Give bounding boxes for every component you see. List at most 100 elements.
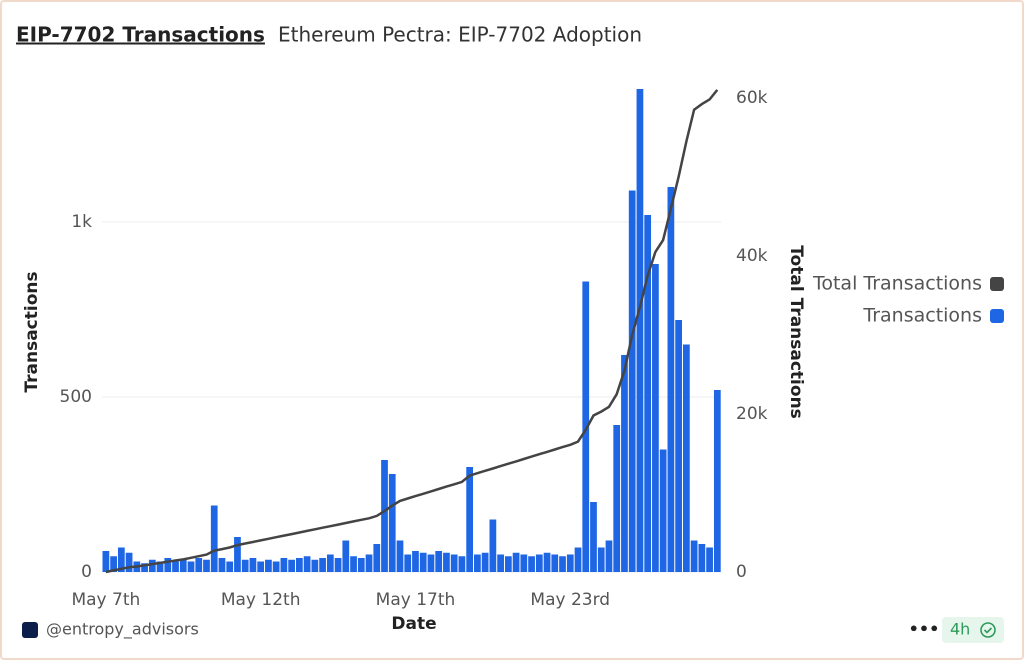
y2-tick-label: 20k — [736, 404, 768, 424]
x-tick-label: May 7th — [71, 590, 140, 610]
bar — [535, 554, 543, 572]
bar — [621, 355, 628, 572]
bar — [141, 563, 148, 572]
bar — [179, 559, 187, 572]
bar — [613, 425, 621, 572]
bar — [713, 390, 721, 572]
bar — [117, 547, 125, 572]
bar — [652, 264, 659, 572]
check-icon — [980, 622, 996, 638]
bar — [280, 558, 288, 572]
bar — [334, 558, 342, 572]
bar — [582, 281, 590, 572]
bar — [172, 561, 179, 572]
bar — [466, 467, 474, 572]
y2-tick-label: 60k — [736, 88, 768, 108]
bar — [644, 215, 652, 572]
bar — [497, 554, 504, 572]
bar — [350, 556, 357, 572]
bar — [489, 519, 497, 572]
y2-tick-label: 40k — [736, 246, 768, 266]
age-label: 4h — [950, 620, 970, 639]
bar — [148, 559, 156, 572]
y-tick-label: 500 — [60, 387, 92, 407]
bar — [249, 558, 257, 572]
bar — [396, 540, 404, 572]
bar — [481, 552, 489, 572]
bar — [195, 558, 203, 572]
bar — [427, 554, 435, 572]
bar — [559, 556, 566, 572]
bar — [574, 547, 582, 572]
legend-swatch — [990, 309, 1004, 323]
bar — [706, 547, 713, 572]
bar — [698, 544, 706, 572]
bar — [566, 554, 574, 572]
bar — [381, 460, 388, 572]
y-axis-title: Transactions — [22, 271, 42, 392]
bar — [296, 558, 303, 572]
legend-label: Total Transactions — [812, 273, 982, 295]
bar — [512, 552, 520, 572]
bar — [303, 556, 311, 572]
bar — [234, 537, 241, 572]
bar — [272, 561, 280, 572]
bar — [520, 554, 528, 572]
bar — [265, 559, 272, 572]
bar — [311, 559, 319, 572]
bar — [443, 552, 450, 572]
bar — [590, 502, 597, 572]
bar — [605, 540, 613, 572]
bar — [528, 556, 535, 572]
bar — [187, 561, 195, 572]
bar — [667, 187, 675, 572]
bar — [690, 540, 698, 572]
bar — [435, 551, 443, 572]
chart-subtitle: Ethereum Pectra: EIP-7702 Adoption — [278, 23, 642, 47]
bar — [412, 551, 419, 572]
bar — [156, 561, 164, 572]
bar — [597, 547, 605, 572]
y-tick-label: 1k — [71, 212, 92, 232]
bar — [543, 552, 551, 572]
bar — [504, 556, 512, 572]
x-axis-title: Date — [391, 614, 436, 634]
footer-handle[interactable]: @entropy_advisors — [46, 620, 199, 640]
x-tick-label: May 17th — [376, 590, 456, 610]
bar — [450, 554, 458, 572]
bar — [257, 561, 265, 572]
more-menu[interactable]: ••• — [909, 620, 940, 639]
legend-label: Transactions — [862, 305, 982, 327]
bar — [210, 505, 218, 572]
y-tick-label: 0 — [81, 562, 92, 582]
bar — [458, 556, 466, 572]
y2-tick-label: 0 — [736, 562, 747, 582]
bar — [203, 559, 210, 572]
bar — [102, 551, 110, 572]
bar — [326, 554, 334, 572]
bar — [288, 559, 295, 572]
bar — [675, 320, 682, 572]
bar — [218, 558, 226, 572]
bar — [110, 556, 117, 572]
check-mark — [983, 627, 993, 634]
bar — [357, 558, 365, 572]
bar — [226, 561, 234, 572]
chart-title[interactable]: EIP-7702 Transactions — [16, 23, 265, 47]
bar — [373, 544, 381, 572]
bar — [628, 190, 636, 572]
bar — [319, 558, 326, 572]
x-tick-label: May 23rd — [530, 590, 610, 610]
bar — [365, 554, 373, 572]
avatar — [22, 622, 38, 638]
bar — [474, 554, 481, 572]
bar — [551, 554, 559, 572]
bar — [404, 554, 412, 572]
line — [105, 89, 719, 574]
bar — [342, 540, 350, 572]
bar — [636, 89, 644, 572]
bar — [659, 449, 667, 572]
bar — [125, 552, 133, 572]
